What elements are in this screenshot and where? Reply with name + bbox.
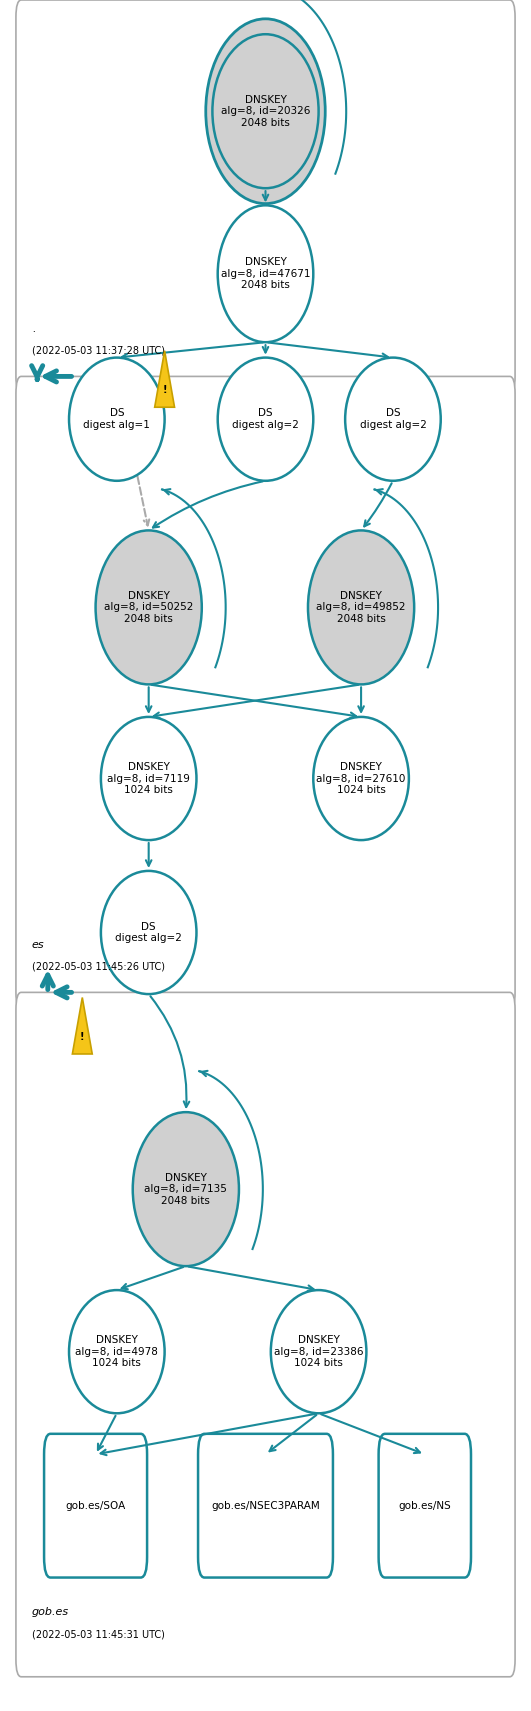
Text: (2022-05-03 11:37:28 UTC): (2022-05-03 11:37:28 UTC): [32, 346, 165, 356]
Ellipse shape: [69, 1290, 165, 1413]
Ellipse shape: [101, 717, 196, 840]
Ellipse shape: [218, 358, 313, 481]
Text: DNSKEY
alg=8, id=4978
1024 bits: DNSKEY alg=8, id=4978 1024 bits: [75, 1335, 158, 1369]
Text: (2022-05-03 11:45:26 UTC): (2022-05-03 11:45:26 UTC): [32, 962, 165, 972]
FancyBboxPatch shape: [44, 1434, 147, 1578]
FancyBboxPatch shape: [16, 992, 515, 1677]
Text: !: !: [80, 1032, 84, 1042]
Text: DNSKEY
alg=8, id=20326
2048 bits: DNSKEY alg=8, id=20326 2048 bits: [221, 94, 310, 128]
Ellipse shape: [313, 717, 409, 840]
Polygon shape: [155, 351, 175, 407]
Text: DS
digest alg=1: DS digest alg=1: [83, 409, 150, 429]
FancyBboxPatch shape: [198, 1434, 333, 1578]
Ellipse shape: [218, 205, 313, 342]
Text: DNSKEY
alg=8, id=49852
2048 bits: DNSKEY alg=8, id=49852 2048 bits: [316, 590, 406, 625]
Polygon shape: [72, 998, 92, 1054]
Ellipse shape: [271, 1290, 366, 1413]
Text: gob.es: gob.es: [32, 1607, 69, 1617]
Text: DNSKEY
alg=8, id=7135
2048 bits: DNSKEY alg=8, id=7135 2048 bits: [144, 1172, 227, 1206]
Text: DNSKEY
alg=8, id=27610
1024 bits: DNSKEY alg=8, id=27610 1024 bits: [316, 761, 406, 796]
Ellipse shape: [205, 19, 325, 204]
Text: gob.es/SOA: gob.es/SOA: [65, 1501, 126, 1511]
Text: !: !: [162, 385, 167, 395]
FancyBboxPatch shape: [379, 1434, 471, 1578]
Text: (2022-05-03 11:45:31 UTC): (2022-05-03 11:45:31 UTC): [32, 1629, 165, 1639]
Ellipse shape: [308, 530, 414, 684]
Ellipse shape: [96, 530, 202, 684]
Ellipse shape: [69, 358, 165, 481]
FancyBboxPatch shape: [16, 376, 515, 1009]
Text: DNSKEY
alg=8, id=7119
1024 bits: DNSKEY alg=8, id=7119 1024 bits: [107, 761, 190, 796]
Text: gob.es/NSEC3PARAM: gob.es/NSEC3PARAM: [211, 1501, 320, 1511]
Text: DS
digest alg=2: DS digest alg=2: [115, 922, 182, 943]
Text: DS
digest alg=2: DS digest alg=2: [232, 409, 299, 429]
Text: DNSKEY
alg=8, id=23386
1024 bits: DNSKEY alg=8, id=23386 1024 bits: [274, 1335, 363, 1369]
Text: gob.es/NS: gob.es/NS: [398, 1501, 451, 1511]
Ellipse shape: [133, 1112, 239, 1266]
Ellipse shape: [101, 871, 196, 994]
Text: DNSKEY
alg=8, id=50252
2048 bits: DNSKEY alg=8, id=50252 2048 bits: [104, 590, 193, 625]
FancyBboxPatch shape: [16, 0, 515, 394]
Ellipse shape: [345, 358, 441, 481]
Text: es: es: [32, 939, 45, 950]
Ellipse shape: [212, 34, 319, 188]
Text: DNSKEY
alg=8, id=47671
2048 bits: DNSKEY alg=8, id=47671 2048 bits: [221, 257, 310, 291]
Text: DS
digest alg=2: DS digest alg=2: [359, 409, 426, 429]
Text: .: .: [32, 323, 36, 334]
